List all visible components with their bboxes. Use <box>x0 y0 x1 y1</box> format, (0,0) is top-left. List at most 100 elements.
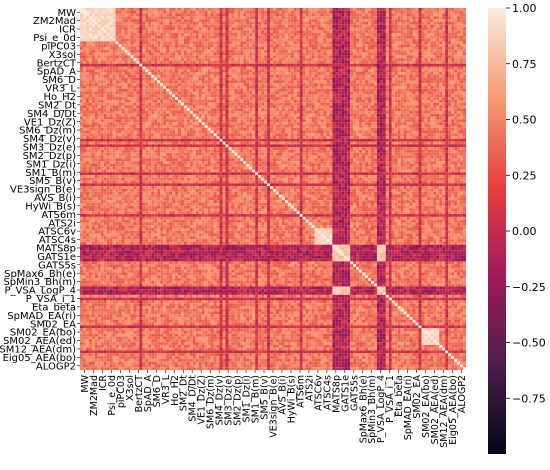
heatmap-cell <box>326 78 329 81</box>
heatmap-cell <box>439 53 442 56</box>
heatmap-cell <box>442 25 445 28</box>
heatmap-cell <box>163 14 166 17</box>
heatmap-cell <box>457 30 460 33</box>
heatmap-cell <box>433 66 436 69</box>
heatmap-cell <box>246 89 249 92</box>
heatmap-cell <box>136 47 139 50</box>
heatmap-cell <box>353 108 356 111</box>
heatmap-cell <box>231 16 234 19</box>
heatmap-cell <box>237 47 240 50</box>
heatmap-cell <box>395 86 398 89</box>
heatmap-cell <box>169 108 172 111</box>
heatmap-cell <box>258 47 261 50</box>
heatmap-cell <box>457 86 460 89</box>
heatmap-cell <box>404 75 407 78</box>
heatmap-cell <box>98 64 101 67</box>
heatmap-cell <box>392 92 395 95</box>
heatmap-cell <box>104 11 107 14</box>
heatmap-cell <box>243 36 246 39</box>
heatmap-cell <box>421 14 424 17</box>
heatmap-cell <box>128 55 131 58</box>
heatmap-cell <box>306 75 309 78</box>
heatmap-cell <box>231 69 234 72</box>
heatmap-cell <box>151 78 154 81</box>
heatmap-cell <box>318 14 321 17</box>
heatmap-cell <box>315 33 318 36</box>
heatmap-cell <box>389 100 392 103</box>
heatmap-cell <box>329 33 332 36</box>
heatmap-cell <box>252 111 255 114</box>
heatmap-cell <box>92 111 95 114</box>
heatmap-cell <box>172 111 175 114</box>
heatmap-cell <box>312 78 315 81</box>
heatmap-cell <box>113 72 116 75</box>
heatmap-cell <box>142 55 145 58</box>
heatmap-cell <box>258 103 261 106</box>
heatmap-cell <box>95 86 98 89</box>
heatmap-cell <box>104 33 107 36</box>
heatmap-cell <box>356 83 359 86</box>
heatmap-cell <box>139 55 142 58</box>
heatmap-cell <box>460 36 463 39</box>
heatmap-cell <box>401 94 404 97</box>
heatmap-cell <box>101 47 104 50</box>
heatmap-cell <box>291 75 294 78</box>
heatmap-cell <box>404 89 407 92</box>
heatmap-cell <box>139 27 142 30</box>
heatmap-cell <box>282 41 285 44</box>
heatmap-cell <box>223 86 226 89</box>
heatmap-cell <box>107 50 110 53</box>
heatmap-cell <box>128 36 131 39</box>
heatmap-cell <box>454 8 457 11</box>
heatmap-cell <box>383 97 386 100</box>
heatmap-cell <box>460 64 463 67</box>
heatmap-cell <box>418 64 421 67</box>
heatmap-cell <box>169 33 172 36</box>
heatmap-cell <box>166 61 169 64</box>
heatmap-cell <box>154 30 157 33</box>
heatmap-cell <box>418 108 421 111</box>
heatmap-cell <box>318 39 321 42</box>
heatmap-cell <box>136 11 139 14</box>
heatmap-cell <box>234 58 237 61</box>
heatmap-cell <box>300 16 303 19</box>
heatmap-cell <box>101 92 104 95</box>
heatmap-cell <box>430 47 433 50</box>
heatmap-cell <box>463 89 466 92</box>
heatmap-cell <box>335 30 338 33</box>
heatmap-cell <box>421 22 424 25</box>
heatmap-cell <box>448 33 451 36</box>
heatmap-cell <box>439 94 442 97</box>
heatmap-cell <box>237 64 240 67</box>
heatmap-cell <box>454 89 457 92</box>
heatmap-cell <box>294 11 297 14</box>
heatmap-cell <box>430 30 433 33</box>
heatmap-cell <box>246 58 249 61</box>
heatmap-cell <box>329 44 332 47</box>
heatmap-cell <box>282 50 285 53</box>
heatmap-cell <box>151 66 154 69</box>
heatmap-cell <box>377 86 380 89</box>
heatmap-cell <box>169 64 172 67</box>
heatmap-cell <box>104 97 107 100</box>
heatmap-cell <box>344 92 347 95</box>
heatmap-cell <box>353 61 356 64</box>
heatmap-cell <box>297 47 300 50</box>
heatmap-cell <box>315 19 318 22</box>
heatmap-cell <box>442 30 445 33</box>
heatmap-cell <box>116 41 119 44</box>
heatmap-cell <box>83 80 86 83</box>
heatmap-cell <box>323 83 326 86</box>
heatmap-cell <box>172 72 175 75</box>
heatmap-cell <box>252 30 255 33</box>
heatmap-cell <box>196 92 199 95</box>
heatmap-cell <box>252 27 255 30</box>
heatmap-cell <box>410 33 413 36</box>
heatmap-cell <box>448 75 451 78</box>
heatmap-cell <box>341 22 344 25</box>
heatmap-cell <box>187 80 190 83</box>
heatmap-cell <box>255 86 258 89</box>
heatmap-cell <box>392 36 395 39</box>
heatmap-cell <box>154 44 157 47</box>
heatmap-cell <box>240 114 243 117</box>
